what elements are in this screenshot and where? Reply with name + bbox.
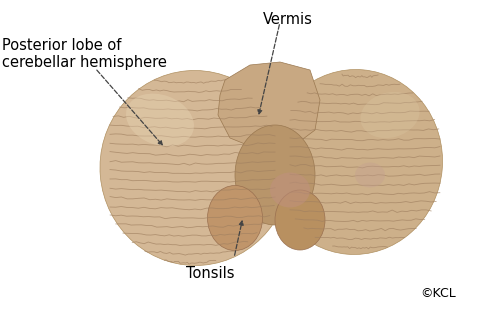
Ellipse shape: [354, 163, 384, 188]
Text: Posterior lobe of
cerebellar hemisphere: Posterior lobe of cerebellar hemisphere: [2, 38, 167, 70]
Text: Vermis: Vermis: [263, 12, 312, 27]
Text: Tonsils: Tonsils: [185, 266, 234, 281]
Ellipse shape: [269, 172, 309, 208]
Ellipse shape: [126, 94, 193, 146]
Ellipse shape: [360, 92, 419, 138]
Ellipse shape: [235, 125, 314, 225]
Ellipse shape: [100, 70, 289, 265]
Polygon shape: [217, 62, 319, 150]
Ellipse shape: [207, 185, 262, 251]
Ellipse shape: [267, 70, 442, 255]
Ellipse shape: [275, 190, 324, 250]
Text: ©KCL: ©KCL: [419, 287, 455, 300]
